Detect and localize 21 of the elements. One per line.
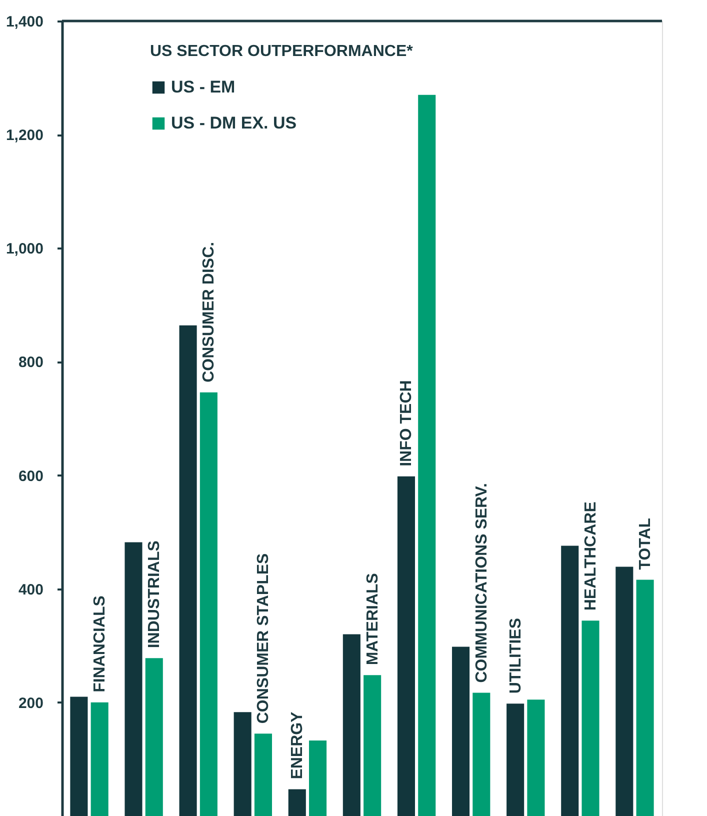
x-tick-label: INDUSTRIALS xyxy=(146,540,164,648)
legend-label: US - DM EX. US xyxy=(171,114,297,132)
x-tick-label: HEALTHCARE xyxy=(582,501,600,611)
y-tick-label: 400 xyxy=(18,581,44,598)
y-tick-label: 800 xyxy=(18,354,44,372)
y-tick-label: 1,400 xyxy=(6,14,44,30)
x-tick-label: UTILITIES xyxy=(507,618,524,694)
y-tick-label: 200 xyxy=(18,694,44,712)
x-tick-label: ENERGY xyxy=(289,711,306,780)
x-tick-label: MATERIALS xyxy=(364,572,382,666)
y-tick-label: 600 xyxy=(18,468,44,485)
x-tick-label: CONSUMER STAPLES xyxy=(255,552,272,724)
legend-title: US SECTOR OUTPERFORMANCE* xyxy=(150,43,414,60)
y-tick-label: 1,000 xyxy=(6,240,44,258)
x-tick-label: TOTAL xyxy=(637,518,654,570)
x-tick-label: FINANCIALS xyxy=(92,595,109,692)
x-tick-label: CONSUMER DISC. xyxy=(200,242,218,382)
x-tick-label: COMMUNICATIONS SERV. xyxy=(473,483,490,683)
legend-label: US - EM xyxy=(171,78,236,96)
x-tick-label: INFO TECH xyxy=(398,380,416,466)
y-tick-label: 1,200 xyxy=(6,127,44,144)
